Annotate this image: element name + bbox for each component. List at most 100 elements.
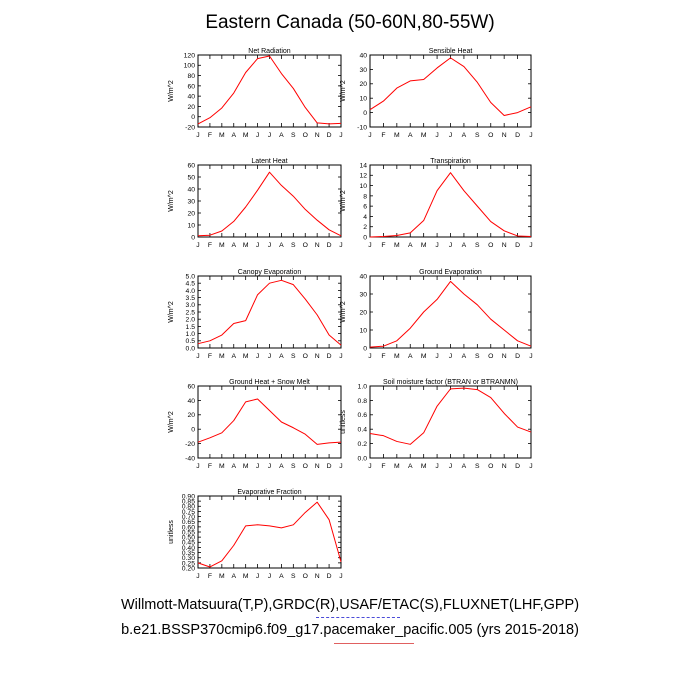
y-tick-label: 0 xyxy=(191,234,195,241)
underline-dashed xyxy=(316,617,400,618)
underline-red xyxy=(334,643,414,644)
x-tick-label: M xyxy=(243,353,249,360)
x-tick-label: M xyxy=(421,463,427,470)
x-tick-label: A xyxy=(279,132,284,139)
plot-frame xyxy=(197,164,342,238)
x-tick-label: M xyxy=(219,353,225,360)
plot-frame xyxy=(369,164,532,238)
panel-7: Soil moisture factor (BTRAN or BTRANMN) u… xyxy=(340,379,533,470)
y-tick-label: 60 xyxy=(187,383,195,390)
x-tick-label: M xyxy=(219,132,225,139)
x-tick-label: M xyxy=(243,132,249,139)
y-tick-label: 30 xyxy=(359,291,367,298)
panel-title: Net Radiation xyxy=(248,48,291,55)
panel-title: Transpiration xyxy=(430,158,471,165)
x-tick-label: O xyxy=(303,353,308,360)
x-tick-label: O xyxy=(303,132,308,139)
x-tick-label: S xyxy=(475,353,480,360)
y-axis-label: W/m^2 xyxy=(168,190,175,212)
x-tick-label: D xyxy=(515,463,520,470)
x-tick-label: J xyxy=(529,132,532,139)
x-tick-label: F xyxy=(381,132,385,139)
y-tick-label: 5.0 xyxy=(186,273,196,280)
x-tick-label: J xyxy=(339,242,342,249)
x-tick-label: M xyxy=(243,463,249,470)
y-tick-label: 40 xyxy=(187,398,195,405)
y-tick-label: 2.5 xyxy=(186,309,196,316)
x-tick-label: J xyxy=(268,353,271,360)
x-tick-label: F xyxy=(381,242,385,249)
y-tick-label: 100 xyxy=(184,63,196,70)
x-tick-label: F xyxy=(208,132,212,139)
y-tick-label: 0.25 xyxy=(182,560,195,567)
y-tick-label: 0.85 xyxy=(182,499,195,506)
x-tick-label: D xyxy=(327,132,332,139)
series-line xyxy=(369,57,532,116)
y-tick-label: 40 xyxy=(359,273,367,280)
y-tick-label: 3.5 xyxy=(186,295,196,302)
x-tick-label: S xyxy=(291,573,296,580)
x-tick-label: D xyxy=(515,242,520,249)
y-tick-label: 60 xyxy=(187,83,195,90)
y-tick-label: 10 xyxy=(359,327,367,334)
x-tick-label: J xyxy=(339,573,342,580)
y-axis-label: unitless xyxy=(168,520,175,544)
x-tick-label: J xyxy=(529,353,532,360)
y-tick-label: 0.0 xyxy=(358,455,368,462)
panel-title: Soil moisture factor (BTRAN or BTRANMN) xyxy=(383,379,518,386)
y-tick-label: 120 xyxy=(184,52,196,59)
y-tick-label: 0.50 xyxy=(182,535,195,542)
x-tick-label: A xyxy=(279,242,284,249)
x-tick-label: J xyxy=(339,132,342,139)
x-tick-label: J xyxy=(256,573,259,580)
x-tick-label: J xyxy=(339,353,342,360)
x-tick-label: S xyxy=(291,463,296,470)
x-tick-label: A xyxy=(462,353,467,360)
x-tick-label: J xyxy=(449,463,452,470)
x-tick-label: O xyxy=(488,242,493,249)
y-axis-label: W/m^2 xyxy=(168,411,175,433)
x-tick-label: A xyxy=(231,132,236,139)
y-tick-label: -20 xyxy=(185,124,195,131)
series-line xyxy=(197,501,342,568)
x-tick-label: A xyxy=(408,132,413,139)
plot-frame xyxy=(197,275,342,349)
x-tick-label: J xyxy=(196,242,199,249)
x-tick-label: F xyxy=(208,463,212,470)
x-tick-label: J xyxy=(368,242,371,249)
x-tick-label: A xyxy=(279,573,284,580)
x-tick-label: A xyxy=(279,353,284,360)
series-line xyxy=(197,171,342,237)
y-tick-label: 0.75 xyxy=(182,509,195,516)
x-tick-label: J xyxy=(435,242,438,249)
series-line xyxy=(197,55,342,125)
x-tick-label: M xyxy=(219,242,225,249)
x-tick-label: J xyxy=(196,463,199,470)
y-tick-label: -40 xyxy=(185,455,195,462)
y-tick-label: 20 xyxy=(359,81,367,88)
plot-frame xyxy=(197,495,342,569)
y-tick-label: 50 xyxy=(187,174,195,181)
y-tick-label: 0 xyxy=(191,427,195,434)
x-tick-label: A xyxy=(408,353,413,360)
x-tick-label: J xyxy=(449,132,452,139)
footer-sources: Willmott-Matsuura(T,P),GRDC(R),USAF/ETAC… xyxy=(120,597,580,613)
x-tick-label: O xyxy=(488,353,493,360)
x-tick-label: M xyxy=(421,353,427,360)
series-line xyxy=(197,279,342,346)
y-tick-label: 1.0 xyxy=(186,331,196,338)
x-tick-label: S xyxy=(475,242,480,249)
x-tick-label: M xyxy=(394,463,400,470)
y-tick-label: 0 xyxy=(363,345,367,352)
y-tick-label: 0.70 xyxy=(182,514,195,521)
x-tick-label: M xyxy=(394,242,400,249)
y-tick-label: 0.90 xyxy=(182,493,195,500)
y-tick-label: 0.35 xyxy=(182,550,195,557)
plot-frame xyxy=(369,275,532,349)
x-tick-label: D xyxy=(515,132,520,139)
y-tick-label: 0.8 xyxy=(358,398,368,405)
x-tick-label: O xyxy=(303,463,308,470)
y-tick-label: 4 xyxy=(363,214,367,221)
plot-frame xyxy=(197,385,342,459)
